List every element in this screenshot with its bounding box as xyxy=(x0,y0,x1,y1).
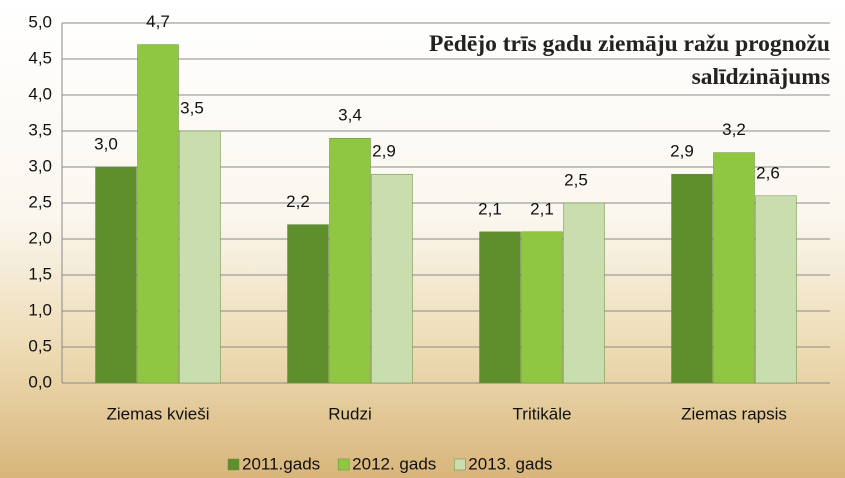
bar xyxy=(564,203,605,383)
bar xyxy=(96,167,137,383)
data-label: 3,2 xyxy=(722,120,746,139)
data-label: 2,2 xyxy=(286,192,310,211)
bar xyxy=(180,131,221,383)
data-label: 3,5 xyxy=(180,98,204,117)
data-label: 2,1 xyxy=(530,199,554,218)
x-tick-label: Rudzi xyxy=(328,404,371,423)
data-label: 2,6 xyxy=(756,163,780,182)
data-label: 3,0 xyxy=(94,134,118,153)
chart: 0,0 0,5 1,0 1,5 2,0 2,5 3,0 3,5 4,0 4,5 5,0 Ziemas … xyxy=(0,0,845,478)
data-label: 3,4 xyxy=(338,106,362,125)
x-tick-label: Ziemas rapsis xyxy=(681,404,787,423)
bar xyxy=(330,138,371,383)
y-tick-label: 0,5 xyxy=(28,336,52,355)
x-tick-label: Ziemas kvieši xyxy=(107,404,210,423)
bar xyxy=(288,225,329,383)
bar xyxy=(756,196,797,383)
y-tick-label: 4,5 xyxy=(28,48,52,67)
data-label: 2,1 xyxy=(478,199,502,218)
bar xyxy=(138,45,179,383)
legend-label: 2013. gads xyxy=(468,454,552,473)
legend-swatch xyxy=(454,459,465,470)
y-tick-label: 3,5 xyxy=(28,120,52,139)
y-tick-label: 2,5 xyxy=(28,192,52,211)
y-tick-label: 4,0 xyxy=(28,84,52,103)
bar xyxy=(522,232,563,383)
bar xyxy=(480,232,521,383)
y-tick-label: 1,5 xyxy=(28,264,52,283)
data-label: 2,5 xyxy=(564,170,588,189)
y-tick-label: 5,0 xyxy=(28,12,52,31)
y-tick-label: 2,0 xyxy=(28,228,52,247)
chart-title: Pēdējo trīs gadu ziemāju ražu prognožu s… xyxy=(415,28,830,94)
y-tick-label: 1,0 xyxy=(28,300,52,319)
y-tick-label: 3,0 xyxy=(28,156,52,175)
data-label: 2,9 xyxy=(670,142,694,161)
legend-label: 2012. gads xyxy=(352,454,436,473)
bar xyxy=(714,153,755,383)
data-label: 2,9 xyxy=(372,142,396,161)
bar xyxy=(672,174,713,383)
legend-swatch xyxy=(338,459,349,470)
y-tick-label: 0,0 xyxy=(28,372,52,391)
x-tick-label: Tritikāle xyxy=(513,404,572,423)
legend-label: 2011.gads xyxy=(242,454,320,473)
data-label: 4,7 xyxy=(146,12,170,31)
legend-swatch xyxy=(228,459,239,470)
bar xyxy=(372,174,413,383)
